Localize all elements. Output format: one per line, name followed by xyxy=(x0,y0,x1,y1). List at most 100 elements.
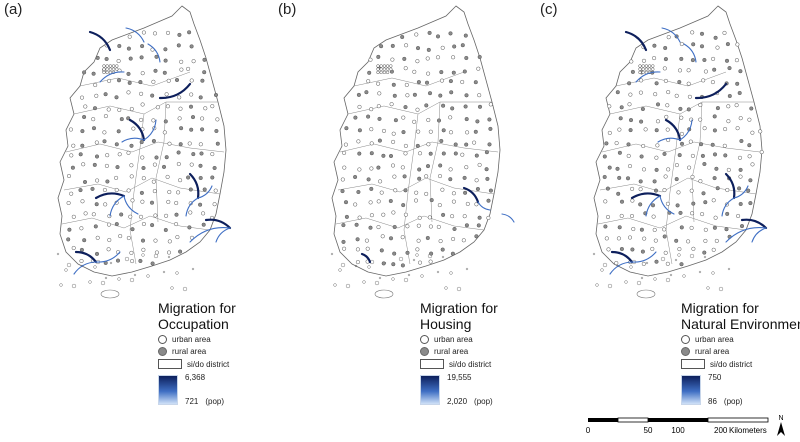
rural-point xyxy=(392,251,397,256)
urban-point xyxy=(674,93,679,98)
urban-point xyxy=(385,64,390,68)
rural-point xyxy=(436,118,442,123)
migration-flow-arc xyxy=(679,119,693,141)
rural-point xyxy=(424,80,430,85)
rural-point xyxy=(699,44,705,49)
color-ramp: 19,555 2,020 (pop) xyxy=(420,373,498,406)
rural-point xyxy=(78,188,83,193)
rural-point xyxy=(429,251,434,256)
urban-point xyxy=(210,152,215,157)
rural-point xyxy=(357,151,362,156)
rural-point xyxy=(115,258,121,263)
rural-point xyxy=(379,248,384,253)
urban-point xyxy=(605,214,611,220)
legend-district-label: si/do district xyxy=(449,359,492,369)
rural-point xyxy=(662,151,667,156)
urban-point xyxy=(129,174,134,179)
island xyxy=(56,252,60,256)
rural-point xyxy=(448,31,453,36)
island xyxy=(170,286,174,290)
rural-point xyxy=(200,78,205,83)
urban-point xyxy=(342,165,347,170)
rural-point xyxy=(176,43,181,48)
urban-point xyxy=(641,58,647,63)
urban-point xyxy=(437,203,442,208)
rural-point xyxy=(691,42,696,47)
urban-point xyxy=(734,58,739,63)
urban-point xyxy=(189,92,194,97)
migration-flow-arc xyxy=(123,195,139,215)
urban-point xyxy=(400,165,405,170)
urban-point xyxy=(139,117,144,122)
scale-tick-0: 0 xyxy=(586,426,591,435)
urban-point xyxy=(368,57,373,62)
migration-flow-arc xyxy=(631,251,657,263)
rural-point xyxy=(702,250,707,255)
rural-point xyxy=(702,57,707,63)
urban-point xyxy=(103,114,108,119)
urban-point xyxy=(68,127,73,132)
rural-point xyxy=(67,227,72,232)
urban-point xyxy=(426,71,431,76)
rural-point xyxy=(477,215,482,220)
urban-point xyxy=(652,227,657,232)
rural-point xyxy=(177,32,182,37)
rural-point xyxy=(91,126,97,131)
rural-point xyxy=(452,44,457,49)
urban-point xyxy=(369,166,374,171)
urban-point xyxy=(69,153,74,158)
rural-point xyxy=(464,223,469,228)
urban-point xyxy=(353,202,358,207)
urban-point xyxy=(369,127,374,132)
island xyxy=(441,255,445,259)
rural-point xyxy=(473,129,478,134)
rural-point xyxy=(630,69,635,74)
island xyxy=(391,277,395,281)
urban-point xyxy=(679,41,684,47)
urban-point xyxy=(647,64,652,68)
urban-point xyxy=(151,79,156,84)
rural-point xyxy=(356,92,361,97)
urban-point xyxy=(364,238,369,243)
color-ramp: 6,368 721 (pop) xyxy=(158,373,236,406)
ramp-unit-label: (pop) xyxy=(205,397,225,406)
urban-point xyxy=(488,102,493,107)
north-arrow-head xyxy=(777,422,785,436)
urban-point xyxy=(376,225,381,230)
urban-point xyxy=(400,235,405,240)
rural-point xyxy=(202,187,207,192)
rural-point xyxy=(464,93,469,98)
urban-point xyxy=(426,117,431,123)
migration-flow-arc xyxy=(610,250,634,264)
urban-point xyxy=(177,95,182,100)
island xyxy=(415,253,419,257)
urban-point xyxy=(114,187,119,193)
urban-point xyxy=(722,143,727,148)
rural-point xyxy=(438,163,443,168)
urban-point xyxy=(369,107,374,112)
rural-point xyxy=(678,210,683,215)
rural-point xyxy=(202,57,207,62)
rural-symbol-icon xyxy=(420,347,429,356)
migration-flow-arc xyxy=(740,218,768,230)
urban-point xyxy=(427,215,432,220)
urban-point xyxy=(79,226,84,231)
urban-point xyxy=(436,224,441,229)
rural-point xyxy=(189,44,194,49)
rural-point xyxy=(474,153,479,158)
urban-point xyxy=(416,238,421,243)
province-boundary xyxy=(597,215,747,231)
island xyxy=(330,252,334,256)
urban-point xyxy=(651,214,656,219)
urban-point xyxy=(178,178,183,183)
urban-point xyxy=(691,246,696,251)
island xyxy=(117,277,121,281)
urban-point xyxy=(392,174,397,179)
rural-point xyxy=(603,224,608,229)
urban-point xyxy=(711,247,716,252)
rural-point xyxy=(429,198,434,203)
urban-point xyxy=(357,215,362,220)
legend-district-label: si/do district xyxy=(187,359,230,369)
urban-point xyxy=(403,212,408,217)
rural-point xyxy=(105,179,110,184)
